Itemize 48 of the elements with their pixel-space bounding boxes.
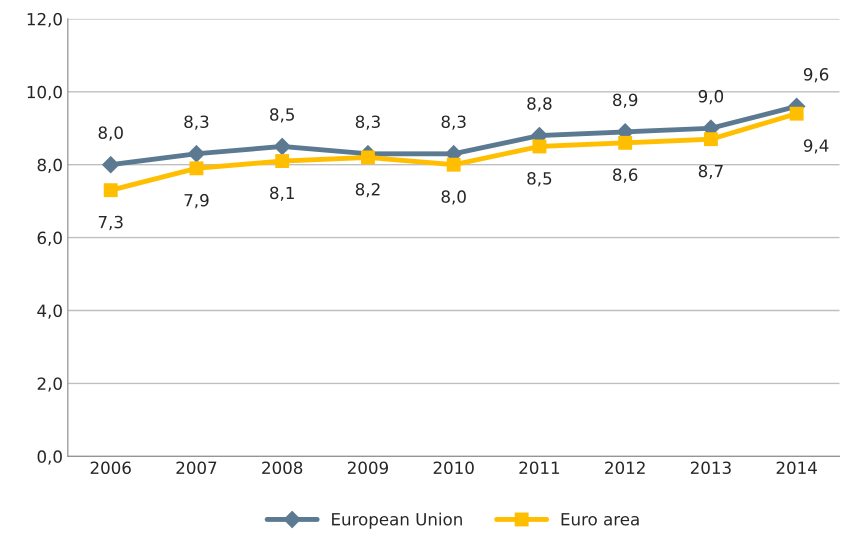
- point: [704, 132, 718, 146]
- point: [275, 154, 290, 168]
- x-tick-label: 2012: [605, 461, 645, 474]
- data-label: 7,9: [184, 194, 209, 208]
- data-label: 9,4: [804, 139, 828, 154]
- data-label: 8,2: [356, 182, 380, 198]
- x-tick-label: 2008: [262, 461, 302, 474]
- point: [618, 136, 632, 150]
- point: [360, 150, 375, 164]
- data-label: 9,6: [804, 68, 828, 82]
- x-tick-label: 2010: [434, 461, 474, 474]
- y-tick-label: 8,0: [38, 158, 62, 173]
- data-label: 8,3: [356, 115, 380, 130]
- data-label: 8,9: [613, 94, 638, 108]
- data-label: 8,8: [527, 97, 552, 112]
- data-label: 8,5: [527, 172, 552, 186]
- point: [190, 161, 204, 176]
- data-label: 9,0: [698, 90, 724, 104]
- point: [446, 158, 461, 172]
- point: [273, 138, 292, 156]
- data-label: 7,3: [98, 216, 123, 230]
- legend-label: Euro area: [562, 513, 639, 526]
- data-label: 8,3: [184, 115, 208, 130]
- data-label: 8,0: [98, 126, 123, 141]
- data-label: 8,6: [613, 168, 638, 183]
- x-tick-label: 2013: [690, 461, 731, 474]
- legend-label: European Union: [332, 512, 462, 529]
- data-label: 8,1: [270, 186, 294, 201]
- data-label: 8,0: [442, 190, 466, 205]
- y-tick-label: 0,0: [38, 450, 62, 465]
- y-tick-label: 4,0: [37, 304, 62, 319]
- y-tick-label: 12,0: [28, 12, 62, 28]
- point: [104, 183, 118, 198]
- point: [532, 140, 546, 154]
- point: [188, 144, 206, 163]
- y-tick-label: 10,0: [28, 86, 62, 100]
- x-tick-label: 2011: [519, 461, 560, 474]
- x-tick-label: 2007: [176, 461, 216, 474]
- y-tick-label: 2,0: [38, 377, 62, 392]
- data-label: 8,7: [698, 164, 723, 180]
- data-label: 8,3: [442, 115, 466, 130]
- point: [790, 106, 804, 121]
- x-tick-label: 2014: [776, 461, 817, 474]
- y-tick-label: 6,0: [38, 232, 62, 246]
- x-tick-label: 2009: [348, 461, 388, 474]
- x-tick-label: 2006: [90, 461, 131, 474]
- data-label: 8,5: [270, 108, 294, 122]
- point: [102, 156, 120, 174]
